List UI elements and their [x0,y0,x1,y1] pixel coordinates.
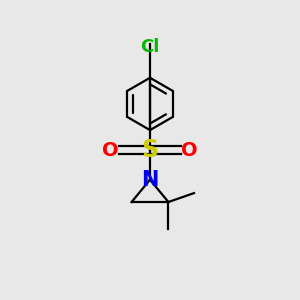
Text: Cl: Cl [140,38,160,56]
Text: O: O [181,140,198,160]
Text: N: N [141,170,159,190]
Text: S: S [141,138,159,162]
Text: O: O [102,140,119,160]
